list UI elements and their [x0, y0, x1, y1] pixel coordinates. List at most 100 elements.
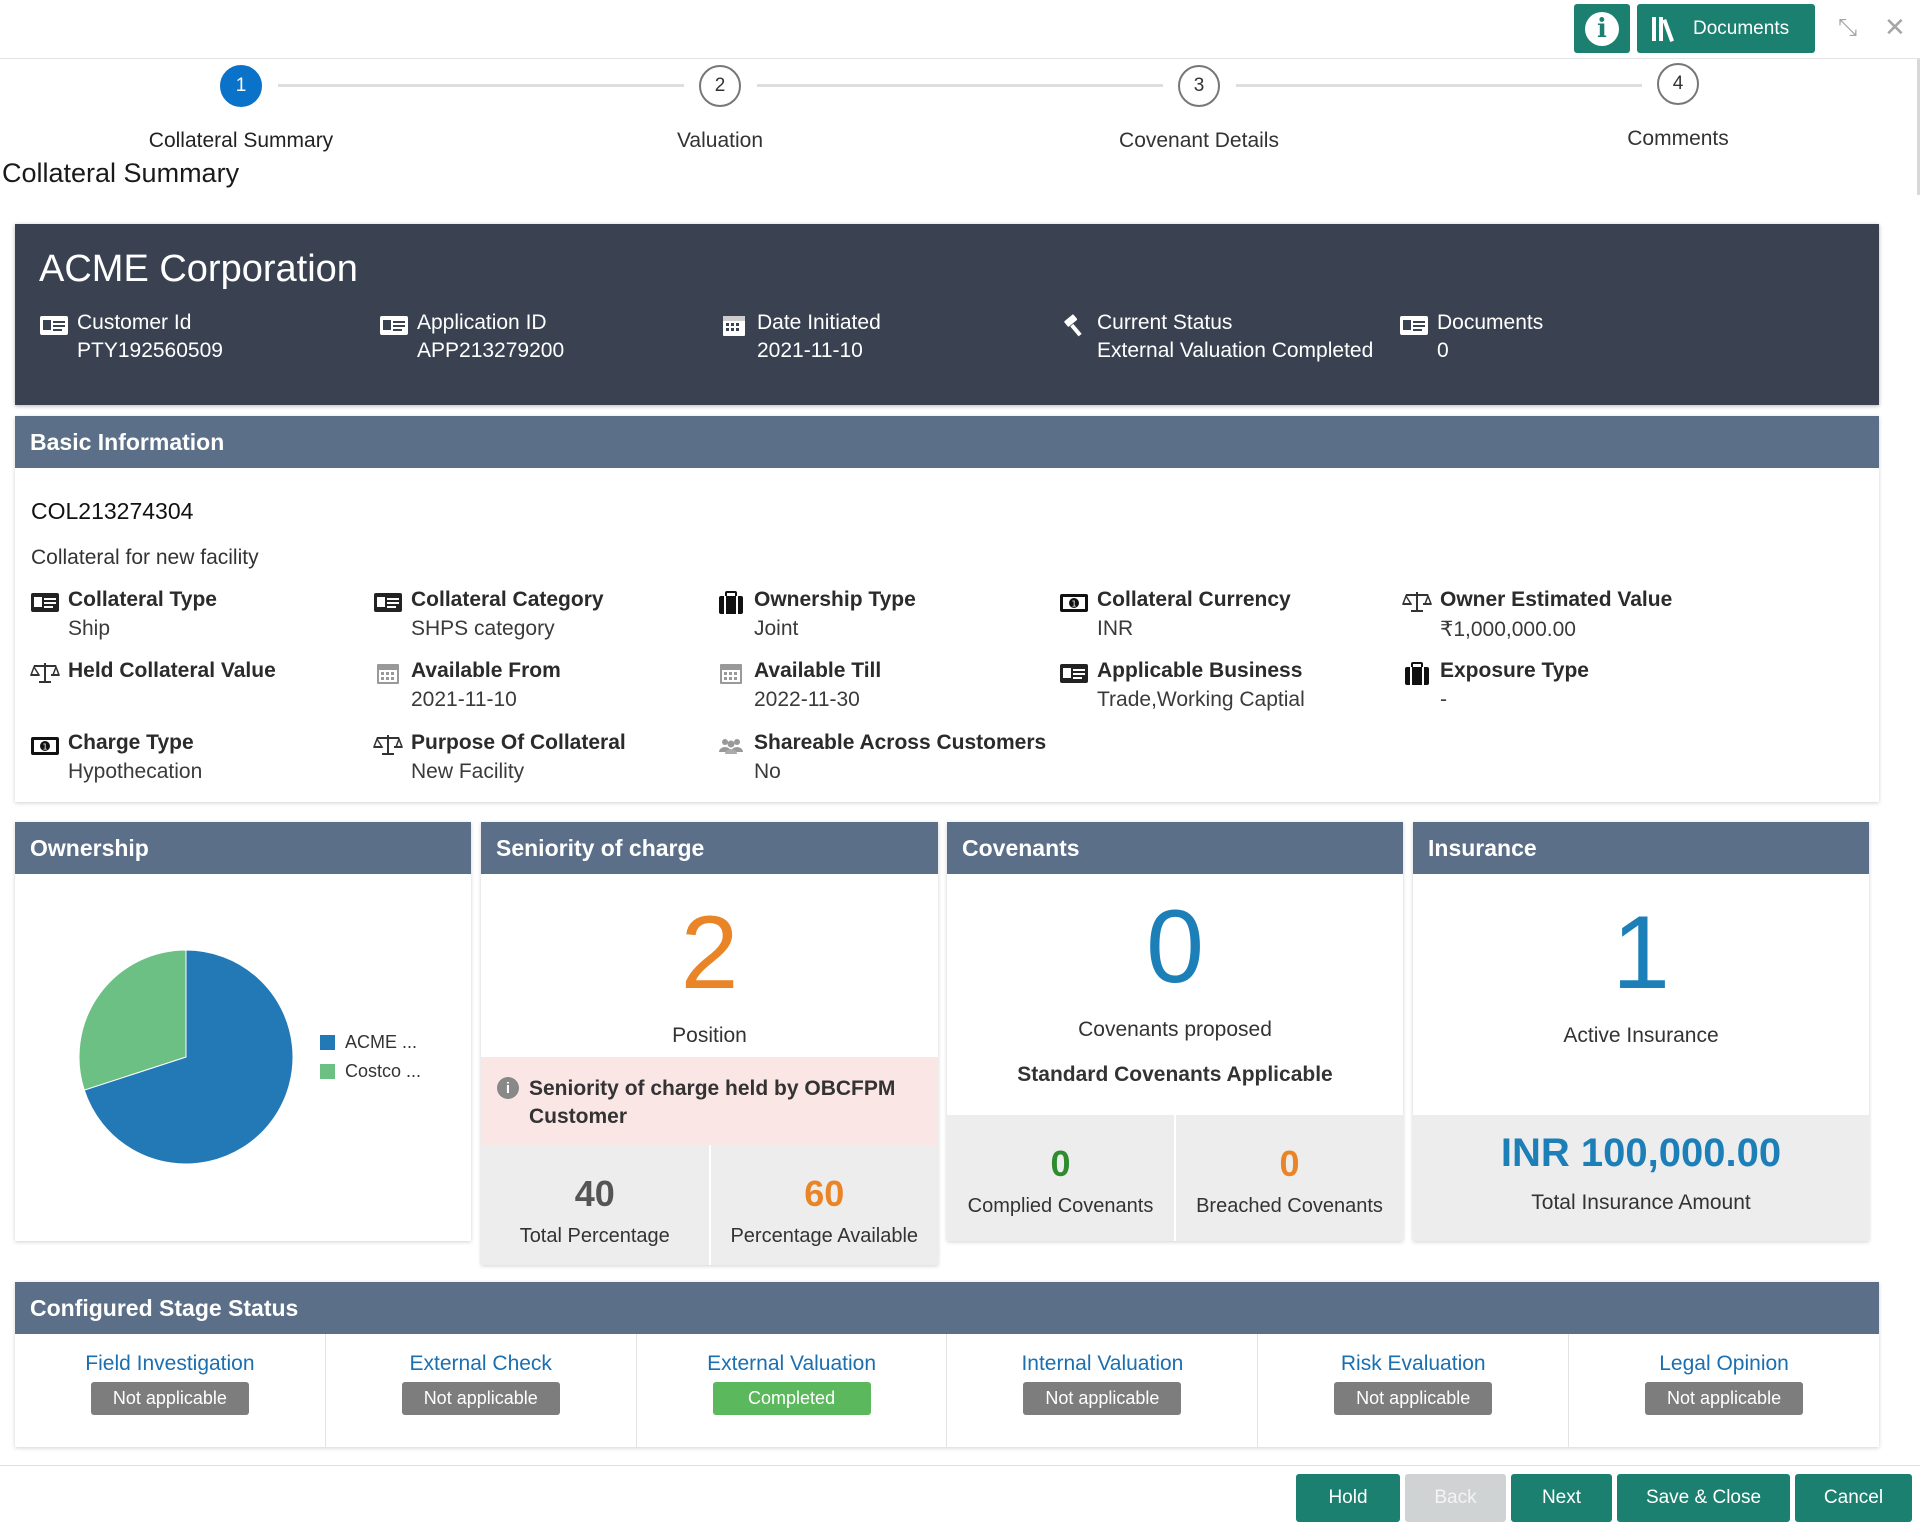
field-value: Trade,Working Captial [1097, 688, 1305, 711]
total-insurance-amount: INR 100,000.00 [1500, 1131, 1782, 1175]
field-label: Owner Estimated Value [1440, 588, 1673, 611]
stage-link[interactable]: Legal Opinion [1659, 1352, 1789, 1375]
field-exposure-type: Exposure Type - [1402, 659, 1589, 712]
hold-button[interactable]: Hold [1296, 1474, 1400, 1522]
header-item-value: 0 [1437, 339, 1449, 362]
documents-button[interactable]: Documents [1637, 4, 1815, 53]
library-icon [1652, 16, 1674, 42]
breached-covenants-cell[interactable]: 0 Breached Covenants [1176, 1115, 1403, 1241]
step-3-label[interactable]: Covenant Details [1119, 129, 1279, 152]
step-2-label[interactable]: Valuation [676, 129, 763, 152]
pie-slice-1[interactable] [78, 949, 187, 1091]
chart-legend: ACME ... Costco ... [320, 1032, 421, 1090]
field-available-from: Available From 2021-11-10 [373, 659, 561, 712]
header-item-value: PTY192560509 [77, 339, 223, 362]
id-card-icon [40, 316, 68, 335]
field-value: ₹1,000,000.00 [1440, 618, 1576, 641]
stage-link[interactable]: Risk Evaluation [1340, 1352, 1486, 1375]
ownership-pie-chart[interactable] [71, 942, 301, 1172]
field-value: Ship [68, 617, 111, 640]
field-collateral-type: Collateral Type Ship [30, 588, 217, 641]
stage-risk-evaluation: Risk Evaluation Not applicable [1258, 1334, 1570, 1447]
field-label: Applicable Business [1097, 659, 1303, 682]
ownership-panel: Ownership ACME ... Costco ... [15, 822, 471, 1241]
cancel-button[interactable]: Cancel [1795, 1474, 1912, 1522]
header-item-label: Current Status [1097, 311, 1233, 334]
legend-item[interactable]: ACME ... [320, 1032, 421, 1053]
complied-covenants-cell[interactable]: 0 Complied Covenants [947, 1115, 1176, 1241]
field-label: Held Collateral Value [68, 659, 276, 682]
step-2-circle[interactable]: 2 [699, 65, 741, 107]
info-icon: i [497, 1077, 519, 1099]
covenant-stats: 0 Complied Covenants 0 Breached Covenant… [947, 1115, 1403, 1241]
gavel-icon [1064, 314, 1082, 337]
percentage-available-label: Percentage Available [730, 1225, 919, 1247]
total-percentage-label: Total Percentage [519, 1225, 670, 1247]
field-value: 2022-11-30 [754, 688, 860, 711]
percentage-available-cell: 60 Percentage Available [711, 1145, 939, 1265]
legend-swatch [320, 1064, 335, 1079]
id-card-icon [374, 593, 402, 612]
field-label: Available Till [754, 659, 882, 682]
stage-link[interactable]: Field Investigation [85, 1352, 255, 1375]
step-3-circle[interactable]: 3 [1178, 65, 1220, 107]
scrollbar[interactable] [1917, 59, 1920, 195]
back-button[interactable]: Back [1405, 1474, 1506, 1522]
legend-item[interactable]: Costco ... [320, 1061, 421, 1082]
stage-link[interactable]: External Valuation [707, 1352, 877, 1375]
panel-title: Configured Stage Status [15, 1282, 1879, 1334]
step-connector [278, 84, 684, 87]
next-button[interactable]: Next [1511, 1474, 1612, 1522]
status-badge: Completed [712, 1382, 871, 1415]
field-available-till: Available Till 2022-11-30 [716, 659, 881, 712]
documents-label: Documents [1693, 17, 1790, 39]
status-badge: Not applicable [1334, 1382, 1493, 1415]
close-icon[interactable]: ✕ [1884, 12, 1906, 42]
stage-link[interactable]: Internal Valuation [1021, 1352, 1184, 1375]
panel-title: Covenants [947, 822, 1403, 874]
header-customer-id: Customer Id PTY192560509 [39, 311, 223, 363]
covenants-proposed-label: Covenants proposed [1078, 1018, 1272, 1041]
field-value: Hypothecation [68, 760, 203, 783]
field-collateral-category: Collateral Category SHPS category [373, 588, 604, 641]
step-1-label[interactable]: Collateral Summary [148, 129, 334, 152]
field-label: Exposure Type [1440, 659, 1589, 682]
customer-header-card: ACME Corporation Customer Id PTY192560509… [15, 224, 1879, 405]
panel-title: Seniority of charge [481, 822, 938, 874]
info-button[interactable]: i [1574, 4, 1630, 53]
svg-text:1: 1 [42, 743, 47, 752]
total-percentage-cell: 40 Total Percentage [481, 1145, 711, 1265]
stage-field-investigation: Field Investigation Not applicable [15, 1334, 326, 1447]
covenants-count: 0 [1146, 889, 1204, 1005]
seniority-panel: Seniority of charge 2 Position i Seniori… [481, 822, 938, 1265]
header-item-value: External Valuation Completed [1097, 339, 1374, 362]
field-collateral-currency: 1 Collateral Currency INR [1059, 588, 1291, 641]
header-item-label: Customer Id [77, 311, 192, 334]
header-item-value: 2021-11-10 [757, 339, 863, 362]
field-applicable-business: Applicable Business Trade,Working Captial [1059, 659, 1305, 712]
compress-icon[interactable]: ⤡ [1838, 14, 1858, 41]
header-date-initiated: Date Initiated 2021-11-10 [719, 311, 881, 363]
page-title: Collateral Summary [2, 158, 240, 188]
scale-icon [30, 663, 60, 683]
field-owner-estimated-value: Owner Estimated Value ₹1,000,000.00 [1402, 588, 1672, 642]
step-1-circle[interactable]: 1 [220, 65, 262, 107]
status-badge: Not applicable [401, 1382, 560, 1415]
calendar-icon [720, 664, 742, 684]
scale-icon [1402, 592, 1432, 612]
field-label: Shareable Across Customers [754, 731, 1047, 754]
field-charge-type: 1 Charge Type Hypothecation [30, 731, 202, 784]
field-held-collateral-value: Held Collateral Value [30, 659, 276, 688]
header-item-label: Date Initiated [757, 311, 881, 334]
step-4-circle[interactable]: 4 [1657, 63, 1699, 105]
save-close-button[interactable]: Save & Close [1617, 1474, 1790, 1522]
field-value: No [754, 760, 781, 783]
panel-title: Insurance [1413, 822, 1869, 874]
step-4-label[interactable]: Comments [1627, 127, 1729, 150]
field-label: Collateral Currency [1097, 588, 1291, 611]
status-badge: Not applicable [1023, 1382, 1182, 1415]
stage-link[interactable]: External Check [409, 1352, 552, 1375]
complied-covenants-value: 0 [1050, 1143, 1071, 1184]
pie-slice-0[interactable] [83, 949, 294, 1165]
total-percentage-value: 40 [574, 1173, 615, 1214]
